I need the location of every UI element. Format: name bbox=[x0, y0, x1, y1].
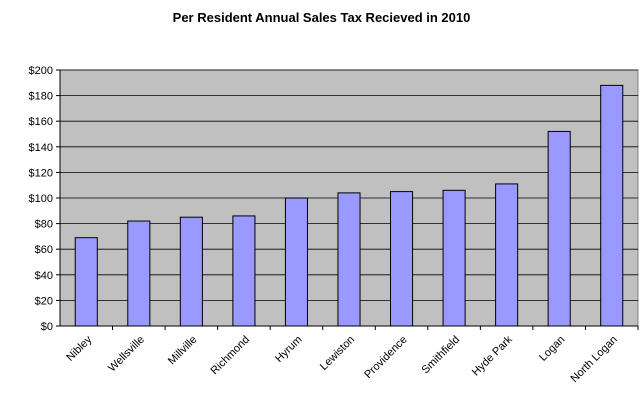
bar-millville bbox=[179, 216, 203, 327]
bars bbox=[74, 84, 624, 327]
x-tick-label: Millville bbox=[166, 334, 200, 368]
x-tick-label: Logan bbox=[537, 334, 567, 364]
bar-wellsville bbox=[127, 220, 151, 327]
x-tick-label: Providence bbox=[362, 334, 409, 381]
x-tick-label: North Logan bbox=[569, 334, 620, 385]
chart-title: Per Resident Annual Sales Tax Recieved i… bbox=[172, 10, 471, 25]
x-tick-label: Hyde Park bbox=[470, 333, 515, 378]
y-tick-label: $40 bbox=[35, 270, 53, 282]
bar-hyde-park bbox=[495, 183, 519, 327]
x-tick-label: Nibley bbox=[64, 333, 94, 363]
y-axis: $0 $20 $40 $60 $80 $100 $120 $140 $160 $180 $200 bbox=[29, 65, 61, 333]
bar-lewiston bbox=[337, 192, 361, 327]
y-tick-label: $160 bbox=[29, 116, 53, 128]
x-axis: Nibley Wellsville Millville Richmond Hyrum Le… bbox=[60, 325, 639, 385]
x-tick-label: Hyrum bbox=[273, 334, 304, 365]
bar-hyrum bbox=[284, 197, 308, 327]
y-tick-label: $0 bbox=[41, 321, 53, 333]
bar-nibley bbox=[74, 237, 98, 327]
x-tick-label: Smithfield bbox=[420, 334, 463, 377]
x-tick-label: Wellsville bbox=[106, 334, 147, 375]
bar-richmond bbox=[232, 215, 256, 327]
y-tick-label: $60 bbox=[35, 244, 53, 256]
bar-smithfield bbox=[442, 189, 466, 327]
y-tick-label: $80 bbox=[35, 219, 53, 231]
y-tick-label: $100 bbox=[29, 193, 53, 205]
y-tick-label: $200 bbox=[29, 65, 53, 77]
bar-logan bbox=[547, 130, 571, 327]
y-tick-label: $180 bbox=[29, 91, 53, 103]
x-tick-label: Lewiston bbox=[318, 334, 357, 373]
y-tick-label: $120 bbox=[29, 167, 53, 179]
bar-north-logan bbox=[600, 84, 624, 327]
bar-providence bbox=[390, 191, 414, 327]
y-tick-label: $20 bbox=[35, 295, 53, 307]
y-tick-label: $140 bbox=[29, 142, 53, 154]
x-tick-label: Richmond bbox=[209, 334, 253, 378]
